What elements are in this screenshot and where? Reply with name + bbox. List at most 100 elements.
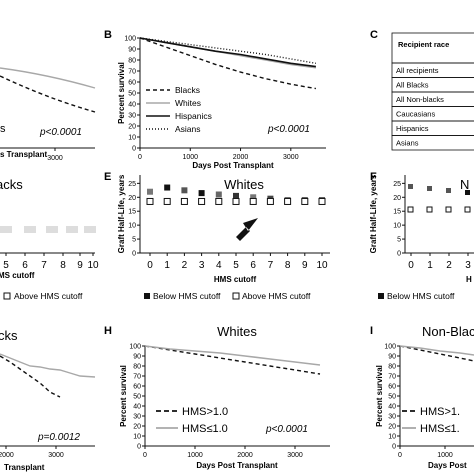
- panel-e-arrow: [236, 218, 258, 241]
- panel-i-legend-le: HMS≤1.: [420, 423, 460, 435]
- panel-i-ytick-label: 90: [388, 354, 396, 361]
- panel-b-ytick-label: 0: [132, 146, 136, 153]
- panel-f-point-above: [426, 206, 433, 213]
- panel-h-ytick-label: 0: [137, 444, 141, 451]
- panel-f-xtick-label: 1: [427, 260, 433, 271]
- panel-d-xtick-label: 8: [60, 260, 66, 271]
- panel-d-x-ticks: 5 6 7 8 9 10: [3, 253, 99, 271]
- panel-h-ytick-label: 50: [133, 394, 141, 401]
- panel-b-label: B: [104, 29, 112, 41]
- panel-f-x-ticks: 0 1 2 3: [408, 253, 471, 271]
- legend-below-swatch: [144, 293, 150, 299]
- panel-i-tick-label: 0: [398, 452, 402, 459]
- panel-h-y-ticks: 0 10 20 30 40 50 60 70 80 90 100: [129, 344, 145, 451]
- panel-e-point-above: [180, 197, 188, 205]
- panel-b-legend: Blacks Whites Hispanics Asians: [146, 85, 212, 134]
- panel-i-ytick-label: 10: [388, 434, 396, 441]
- panel-c-label: C: [370, 29, 378, 41]
- panel-h-legend-le: HMS≤1.0: [182, 423, 228, 435]
- panel-f-y-ticks: 0 5 10 15 20 25: [393, 181, 405, 258]
- panel-e-xtick-label: 9: [302, 260, 308, 271]
- panel-h-legend: HMS>1.0 HMS≤1.0: [156, 406, 228, 435]
- panel-i-ytick-label: 100: [384, 344, 396, 351]
- panel-d-marker: [0, 226, 12, 233]
- panel-b-xtick-label: 3000: [283, 154, 299, 161]
- panel-f-point-below: [446, 188, 451, 193]
- panel-i-ytick-label: 30: [388, 414, 396, 421]
- panel-b-pvalue: p<0.0001: [267, 124, 310, 135]
- panel-i-legend-gt: HMS>1.: [420, 406, 460, 418]
- panel-d-marker: [24, 226, 36, 233]
- panel-c-table-cell: All Non-blacks: [396, 95, 444, 104]
- panel-i-series-dashed: [399, 345, 474, 362]
- panel-g-tick-label: 2000: [0, 452, 14, 459]
- panel-e-point-below: [181, 187, 188, 194]
- panel-a-series-gray: [0, 67, 96, 89]
- panel-b-series: [139, 37, 317, 90]
- panel-i-y-ticks: 0 10 20 30 40 50 60 70 80 90 100: [384, 344, 400, 451]
- panel-d-xtick-label: 7: [41, 260, 47, 271]
- panel-h-ylabel: Percent survival: [119, 365, 128, 427]
- panel-i-series-gray: [399, 345, 474, 356]
- panel-b-xtick-label: 0: [138, 154, 142, 161]
- panel-h-x-ticks: 0 1000 2000 3000: [143, 446, 303, 459]
- panel-b-ylabel: Percent survival: [117, 62, 126, 124]
- panel-h-pvalue: p<0.0001: [265, 424, 308, 435]
- panel-g: cks 2000 3000 Transplant p=0.0012: [0, 328, 96, 472]
- panel-i-tick-label: 1000: [437, 452, 453, 459]
- panel-f-ylabel: Graft Half-Life, years: [369, 174, 378, 253]
- panel-e-ytick-label: 0: [132, 251, 136, 258]
- panel-f-xtick-label: 3: [465, 260, 471, 271]
- panel-c-table-row: [391, 135, 474, 151]
- panel-f-xtick-label: 0: [408, 260, 414, 271]
- panel-h-ytick-label: 60: [133, 384, 141, 391]
- panel-h-xtick-label: 0: [143, 452, 147, 459]
- panel-h-xtick-label: 1000: [187, 452, 203, 459]
- panel-f: F N 0 5 10 15 20 25 0 1 2 3 Graft Half-Life, yea…: [369, 171, 474, 284]
- panel-c: C Recipient race All recipients All Black…: [370, 29, 474, 151]
- legend-f-below-swatch: [378, 293, 384, 299]
- panel-e-point-below: [215, 191, 222, 198]
- panel-d-marker: [66, 226, 78, 233]
- panel-c-table-cell: All Blacks: [396, 81, 429, 90]
- hms-legend-f: Below HMS cutoff: [378, 291, 455, 301]
- panel-e-xtick-label: 8: [285, 260, 291, 271]
- panel-h-xtick-label: 2000: [237, 452, 253, 459]
- panel-c-table-rows: All recipients All Blacks All Non-blacks Ca…: [391, 62, 474, 151]
- panel-d-xtick-label: 9: [77, 260, 83, 271]
- legend-below: Below HMS cutoff: [153, 291, 221, 301]
- panel-f-point-above: [464, 206, 471, 213]
- panel-i-ylabel: Percent survival: [375, 365, 384, 427]
- panel-b-ytick-label: 90: [128, 47, 136, 54]
- panel-h: H Whites 0 10 20 30 40 50 60 70 80 90 100 0 1000 200…: [104, 324, 330, 470]
- panel-f-ytick-label: 0: [397, 251, 401, 258]
- panel-b-ytick-label: 70: [128, 69, 136, 76]
- legend-f-below: Below HMS cutoff: [387, 291, 455, 301]
- panel-e-point-above: [284, 197, 292, 205]
- panel-e-xtick-label: 10: [316, 260, 328, 271]
- panel-h-line-hms-1-0: [144, 345, 321, 366]
- panel-g-series-gray: [0, 353, 96, 378]
- panel-e-xtick-label: 2: [182, 260, 188, 271]
- panel-i: I Non-Blac 0 10 20 30 40 50 60 70 80 90 100 0 1000…: [370, 324, 474, 470]
- panel-h-xtick-label: 3000: [287, 452, 303, 459]
- panel-a-pvalue: p<0.0001: [39, 127, 82, 138]
- panel-h-label: H: [104, 325, 112, 337]
- panel-i-label: I: [370, 325, 373, 337]
- panel-e-point-above: [232, 197, 240, 205]
- panel-b-ytick-label: 80: [128, 58, 136, 65]
- panel-b-y-ticks: 0 10 20 30 40 50 60 70 80 90 100: [124, 36, 140, 153]
- panel-e-xtick-label: 7: [268, 260, 274, 271]
- panel-h-ytick-label: 40: [133, 404, 141, 411]
- panel-c-table-cell: All recipients: [396, 66, 439, 75]
- panel-h-ytick-label: 70: [133, 374, 141, 381]
- panel-f-ytick-label: 5: [397, 237, 401, 244]
- panel-f-point-above: [407, 206, 414, 213]
- panel-i-ytick-label: 40: [388, 404, 396, 411]
- panel-e-point-below: [198, 190, 205, 197]
- panel-e-label: E: [104, 171, 111, 183]
- panel-f-point-below: [427, 186, 432, 191]
- panel-e-xtick-label: 3: [199, 260, 205, 271]
- panel-c-table-cell: Asians: [396, 139, 419, 148]
- panel-c-table-cell: Caucasians: [396, 110, 435, 119]
